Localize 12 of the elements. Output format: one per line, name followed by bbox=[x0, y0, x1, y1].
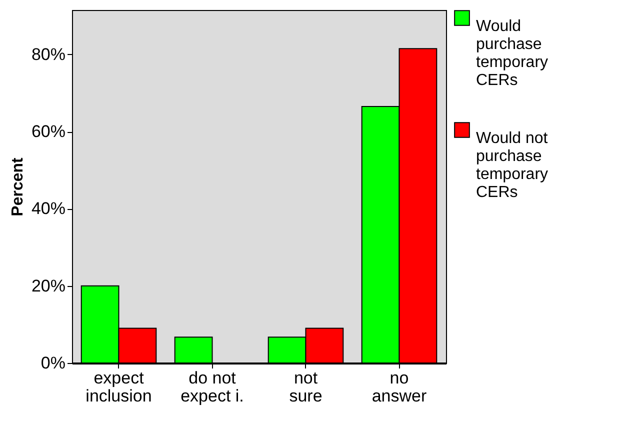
y-axis-title: Percent bbox=[9, 156, 26, 216]
legend-label: Would not purchase temporary CERs bbox=[476, 130, 548, 201]
legend-label: Would purchase temporary CERs bbox=[476, 18, 548, 89]
y-tick-label: 20% bbox=[31, 276, 66, 296]
y-tick-label: 0% bbox=[40, 354, 66, 372]
x-tick-label: not sure bbox=[289, 368, 322, 406]
y-tick-label: 40% bbox=[31, 199, 66, 218]
x-tick-label: expect inclusion bbox=[86, 368, 152, 406]
x-tick-label: do not expect i. bbox=[180, 368, 244, 406]
y-tick-label: 60% bbox=[31, 122, 66, 142]
x-tick-label: no answer bbox=[372, 368, 427, 406]
y-tick-label: 80% bbox=[31, 44, 66, 64]
